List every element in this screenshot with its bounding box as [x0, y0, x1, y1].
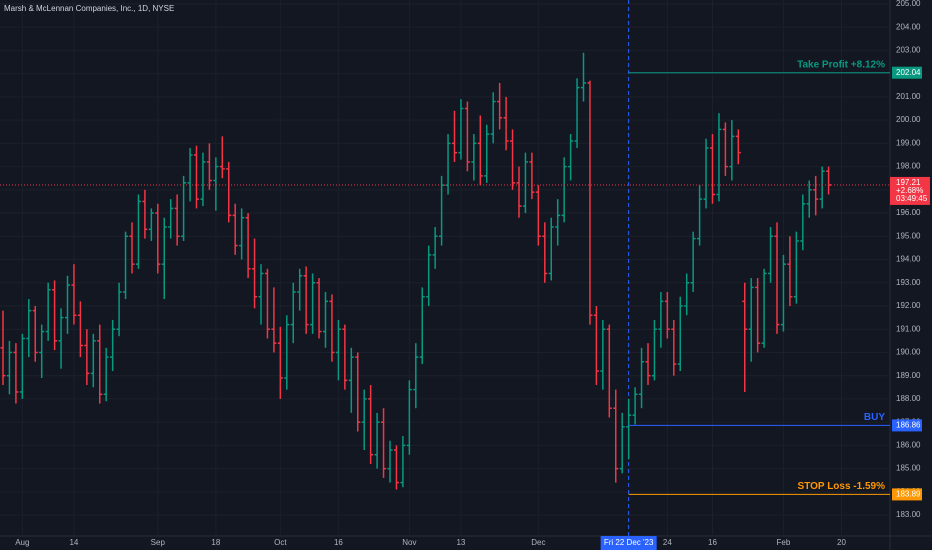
x-tick-label: 20: [837, 538, 846, 547]
y-tick-label: 188.00: [896, 394, 921, 403]
level-price-label: 183.89: [896, 490, 921, 499]
y-tick-label: 205.00: [896, 0, 921, 8]
x-tick-label: Feb: [777, 538, 791, 547]
x-tick-label: 13: [456, 538, 465, 547]
y-tick-label: 203.00: [896, 46, 921, 55]
last-price-countdown: 03:49:45: [896, 194, 928, 203]
y-tick-label: 190.00: [896, 348, 921, 357]
y-tick-label: 195.00: [896, 231, 921, 240]
x-tick-label: 24: [663, 538, 672, 547]
y-tick-label: 189.00: [896, 371, 921, 380]
level-label: BUY: [864, 412, 885, 423]
y-tick-label: 191.00: [896, 324, 921, 333]
y-tick-label: 200.00: [896, 115, 921, 124]
level-price-label: 186.86: [896, 421, 921, 430]
x-tick-label: Nov: [402, 538, 416, 547]
x-tick-label: 16: [334, 538, 343, 547]
x-tick-label: Sep: [151, 538, 166, 547]
x-tick-label: 16: [708, 538, 717, 547]
y-tick-label: 194.00: [896, 255, 921, 264]
x-tick-label: Dec: [531, 538, 545, 547]
last-price-label: 197.21: [896, 178, 921, 187]
y-tick-label: 192.00: [896, 301, 921, 310]
y-tick-label: 183.00: [896, 510, 921, 519]
level-price-box: [892, 66, 922, 79]
x-tick-label: Oct: [274, 538, 287, 547]
chart-title: Marsh & McLennan Companies, Inc., 1D, NY…: [4, 4, 174, 13]
y-tick-label: 201.00: [896, 92, 921, 101]
y-tick-label: 204.00: [896, 22, 921, 31]
last-price-change: +2.68%: [896, 186, 923, 195]
x-tick-label: 14: [69, 538, 78, 547]
y-tick-label: 196.00: [896, 208, 921, 217]
x-tick-label: 18: [211, 538, 220, 547]
crosshair-date-box: [600, 536, 657, 550]
level-price-box: [892, 419, 922, 432]
x-tick-label: Fri 22 Dec '23: [604, 538, 654, 547]
x-tick-label: Aug: [15, 538, 29, 547]
y-tick-label: 198.00: [896, 162, 921, 171]
level-label: Take Profit +8.12%: [797, 59, 885, 70]
y-tick-label: 186.00: [896, 440, 921, 449]
level-label: STOP Loss -1.59%: [798, 481, 886, 492]
y-tick-label: 185.00: [896, 464, 921, 473]
level-price-box: [892, 488, 922, 501]
y-tick-label: 193.00: [896, 278, 921, 287]
last-price-box: [890, 176, 930, 205]
y-tick-label: 199.00: [896, 138, 921, 147]
level-price-label: 202.04: [896, 68, 921, 77]
